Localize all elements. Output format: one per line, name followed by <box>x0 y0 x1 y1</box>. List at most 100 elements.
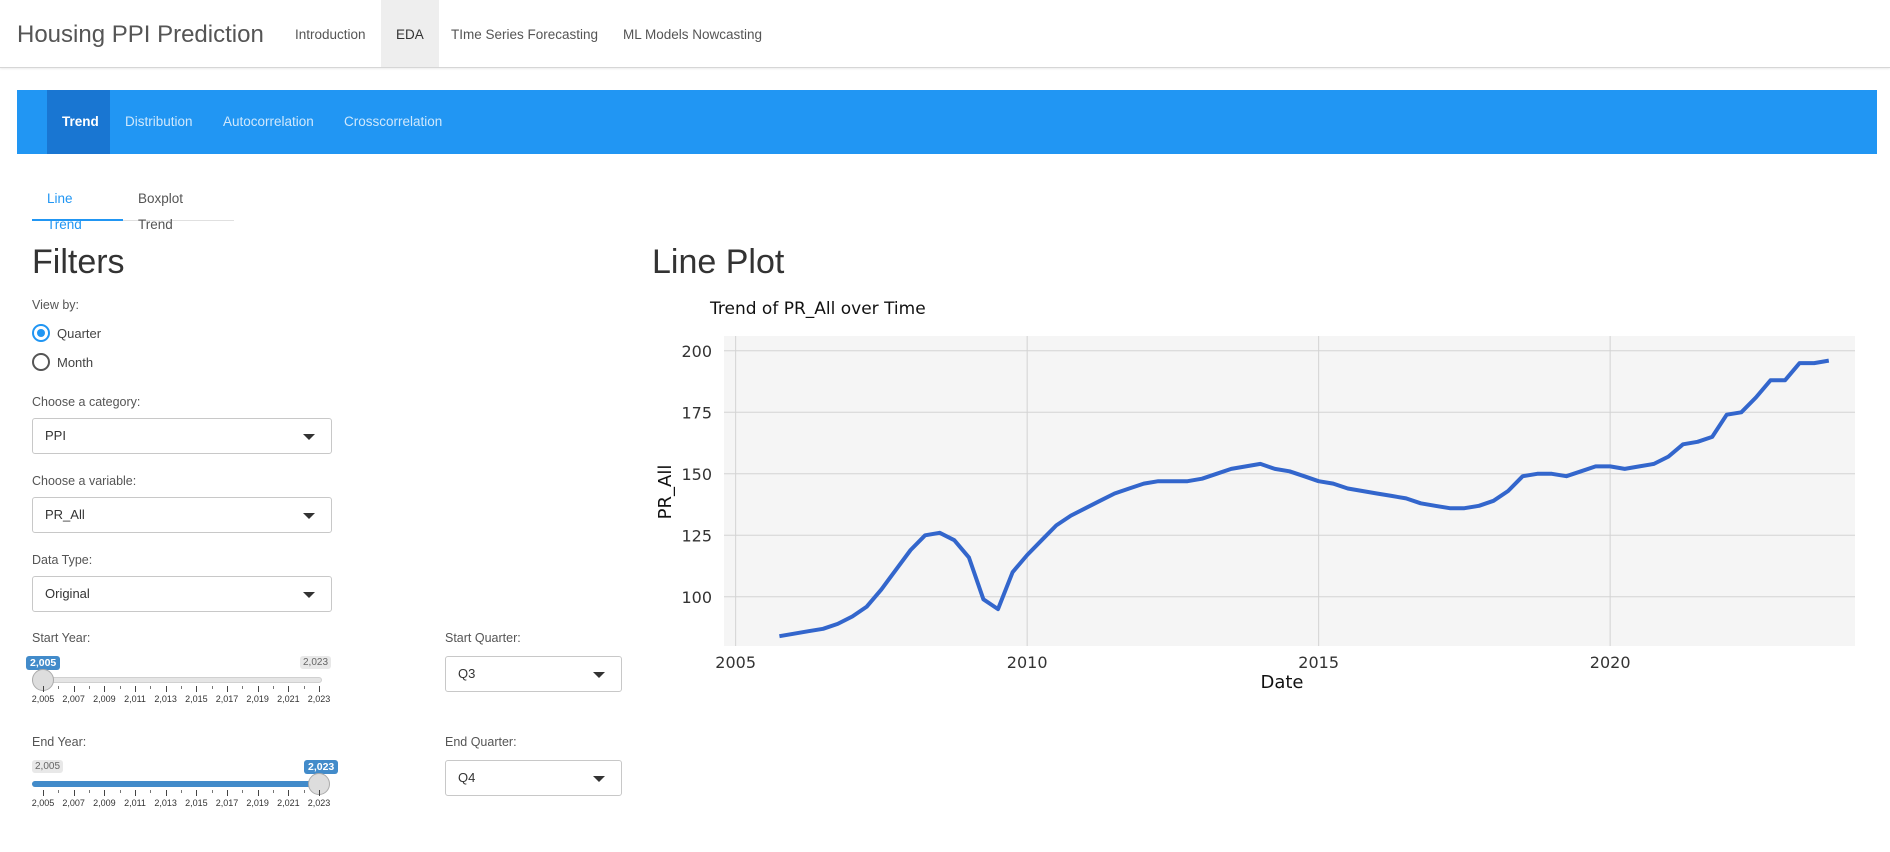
view-by-label: View by: <box>32 298 79 312</box>
slider-tick-label: 2,013 <box>154 798 177 808</box>
tab-trend[interactable]: Trend <box>47 90 110 154</box>
tab-distribution[interactable]: Distribution <box>110 90 208 154</box>
slider-tick-label: 2,011 <box>124 694 146 704</box>
slider-tick <box>196 686 197 692</box>
category-select[interactable]: PPI <box>32 418 332 454</box>
variable-select[interactable]: PR_All <box>32 497 332 533</box>
slider-tick-label: 2,005 <box>32 798 55 808</box>
start-year-max: 2,023 <box>300 656 331 669</box>
y-tick-label: 175 <box>681 403 712 422</box>
slider-track <box>32 677 322 683</box>
radio-month[interactable] <box>32 353 50 371</box>
chevron-down-icon <box>593 776 605 782</box>
category-select-value: PPI <box>45 428 66 443</box>
data-type-select-value: Original <box>45 586 90 601</box>
line-plot-heading: Line Plot <box>652 243 784 282</box>
x-tick-label: 2015 <box>1298 653 1339 672</box>
slider-tick-label: 2,015 <box>185 798 208 808</box>
slider-tick <box>58 686 59 689</box>
slider-tick <box>74 790 75 796</box>
slider-ticks <box>32 790 322 796</box>
slider-tick <box>212 790 213 793</box>
slider-tick-label: 2,021 <box>277 694 300 704</box>
end-quarter-value: Q4 <box>458 770 475 785</box>
nav-time-series-forecasting[interactable]: TIme Series Forecasting <box>436 0 613 67</box>
app-title: Housing PPI Prediction <box>17 21 264 49</box>
slider-tick <box>304 686 305 689</box>
start-quarter-select[interactable]: Q3 <box>445 656 622 692</box>
slider-tick-label: 2,013 <box>154 694 177 704</box>
data-type-select[interactable]: Original <box>32 576 332 612</box>
slider-tick <box>319 686 320 692</box>
start-year-value: 2,005 <box>26 656 60 670</box>
x-tick-label: 2010 <box>1007 653 1048 672</box>
nav-ml-models-nowcasting[interactable]: ML Models Nowcasting <box>608 0 777 67</box>
tab-autocorrelation[interactable]: Autocorrelation <box>208 90 329 154</box>
end-year-slider[interactable]: 2,005 2,023 2,005 2,007 2,009 2,011 2,013 2,0… <box>32 760 322 840</box>
end-quarter-label: End Quarter: <box>445 735 517 749</box>
slider-tick <box>181 790 182 793</box>
radio-month-label: Month <box>57 355 93 370</box>
slider-tick-label: 2,017 <box>216 694 239 704</box>
slider-tick <box>166 790 167 796</box>
slider-tick <box>89 790 90 793</box>
chevron-down-icon <box>593 672 605 678</box>
slider-tick <box>150 790 151 793</box>
tab-crosscorrelation[interactable]: Crosscorrelation <box>329 90 457 154</box>
tab-boxplot-trend[interactable]: Boxplot Trend <box>123 186 234 221</box>
category-label: Choose a category: <box>32 395 140 409</box>
end-quarter-select[interactable]: Q4 <box>445 760 622 796</box>
chevron-down-icon <box>303 434 315 440</box>
line-chart[interactable]: Trend of PR_All over Time 2005 2010 2015 20… <box>650 290 1880 710</box>
slider-tick <box>258 790 259 796</box>
slider-tick <box>43 686 44 692</box>
slider-tick-label: 2,011 <box>124 798 146 808</box>
chevron-down-icon <box>303 592 315 598</box>
slider-tick <box>104 686 105 692</box>
slider-tick-label: 2,007 <box>62 694 85 704</box>
eda-tab-bar: Trend Distribution Autocorrelation Cross… <box>17 90 1877 154</box>
chevron-down-icon <box>303 513 315 519</box>
end-year-label: End Year: <box>32 735 86 749</box>
slider-tick-label: 2,009 <box>93 798 116 808</box>
slider-tick-label: 2,005 <box>32 694 55 704</box>
data-type-label: Data Type: <box>32 553 92 567</box>
slider-fill <box>32 781 320 787</box>
slider-tick <box>273 686 274 689</box>
slider-tick <box>150 686 151 689</box>
slider-tick <box>120 686 121 689</box>
filters-heading: Filters <box>32 243 125 282</box>
y-tick-label: 125 <box>681 526 712 545</box>
start-year-slider[interactable]: 2,005 2,023 2,005 2,007 2,009 2,011 2,013 2,0… <box>32 656 322 736</box>
slider-tick <box>43 790 44 796</box>
slider-tick <box>227 686 228 692</box>
slider-tick <box>135 686 136 692</box>
slider-tick <box>288 790 289 796</box>
slider-tick <box>166 686 167 692</box>
slider-tick <box>304 790 305 793</box>
slider-tick-label: 2,019 <box>246 798 269 808</box>
slider-tick <box>273 790 274 793</box>
trend-sub-tabs: Line Trend Boxplot Trend <box>32 186 234 221</box>
slider-tick <box>104 790 105 796</box>
slider-tick-label: 2,007 <box>62 798 85 808</box>
radio-quarter[interactable] <box>32 324 50 342</box>
plot-area <box>724 336 1855 646</box>
slider-tick <box>242 790 243 793</box>
slider-tick <box>181 686 182 689</box>
nav-introduction[interactable]: Introduction <box>280 0 381 67</box>
slider-tick-label: 2,015 <box>185 694 208 704</box>
slider-ticks <box>32 686 322 692</box>
nav-eda[interactable]: EDA <box>381 0 439 67</box>
slider-tick <box>212 686 213 689</box>
y-axis-label: PR_All <box>655 465 676 520</box>
x-tick-label: 2020 <box>1590 653 1631 672</box>
top-navbar: Housing PPI Prediction Introduction EDA … <box>0 0 1890 68</box>
x-axis-label: Date <box>1260 672 1303 693</box>
variable-label: Choose a variable: <box>32 474 136 488</box>
tab-line-trend[interactable]: Line Trend <box>32 186 123 221</box>
slider-tick-label: 2,021 <box>277 798 300 808</box>
slider-tick <box>74 686 75 692</box>
slider-tick <box>227 790 228 796</box>
slider-tick <box>288 686 289 692</box>
